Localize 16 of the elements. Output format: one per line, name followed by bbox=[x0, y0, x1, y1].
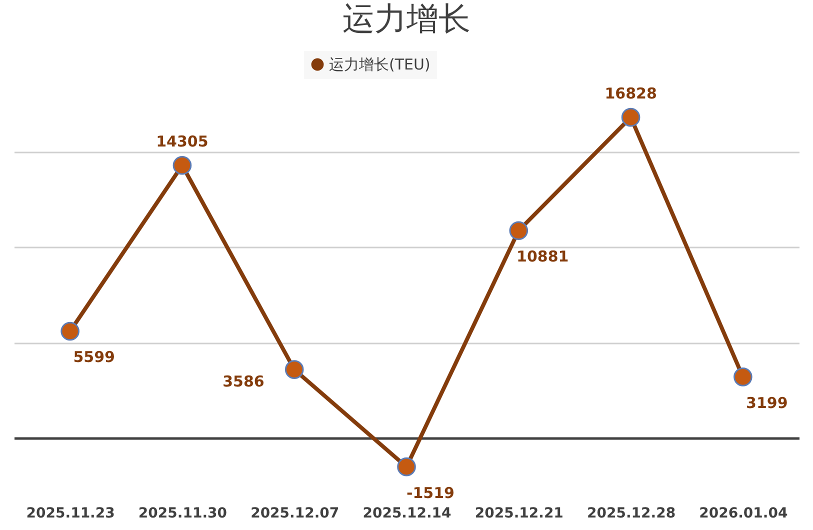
x-tick-label: 2025.12.14 bbox=[362, 506, 452, 522]
data-label: 10881 bbox=[516, 248, 569, 266]
data-label: 5599 bbox=[73, 348, 115, 366]
data-label: 16828 bbox=[604, 84, 657, 102]
data-label: 14305 bbox=[156, 132, 208, 150]
x-tick-label: 2025.12.21 bbox=[474, 506, 564, 522]
chart-title: 运力增长 bbox=[342, 0, 470, 38]
x-tick-label: 2025.11.30 bbox=[138, 506, 228, 522]
data-label: 3199 bbox=[746, 394, 788, 412]
x-tick-label: 2025.12.07 bbox=[250, 506, 340, 522]
data-label: 3586 bbox=[222, 372, 264, 391]
x-tick-label: 2026.01.04 bbox=[699, 506, 788, 522]
x-tick-label: 2025.11.23 bbox=[26, 506, 115, 522]
x-tick-label: 2025.12.28 bbox=[586, 506, 676, 522]
data-label: -1519 bbox=[406, 484, 454, 502]
legend-label: 运力增长(TEU) bbox=[329, 56, 430, 74]
